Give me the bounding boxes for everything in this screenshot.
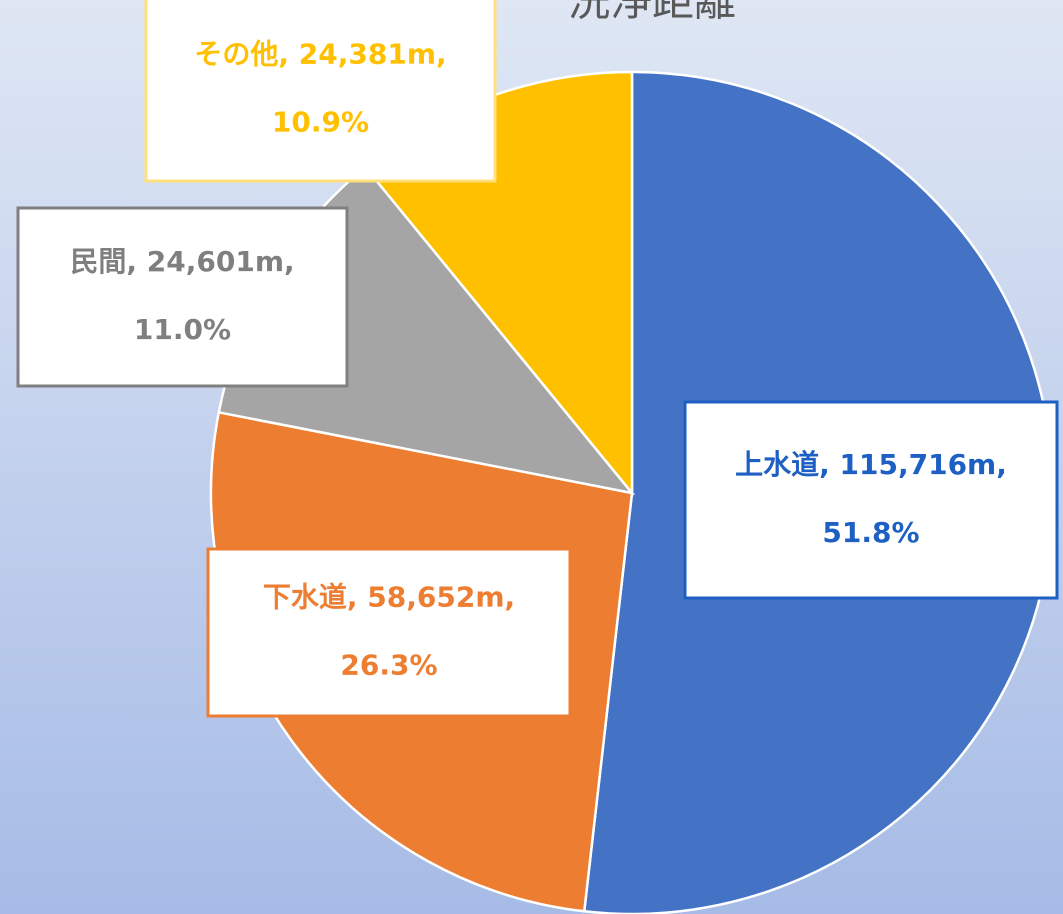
data-label: 民間, 24,601m, bbox=[70, 245, 294, 278]
data-label-part: 24,601m bbox=[147, 245, 284, 278]
data-label-part: , bbox=[284, 245, 295, 278]
data-label: 51.8% bbox=[822, 516, 919, 549]
data-label-box bbox=[144, 0, 497, 183]
data-label-part: 下水道 bbox=[263, 581, 347, 614]
data-label-part: 24,381m bbox=[299, 38, 436, 71]
data-label: 26.3% bbox=[340, 649, 437, 682]
data-label: 10.9% bbox=[272, 106, 369, 139]
chart-title: 洗浄距離 bbox=[568, 0, 736, 26]
data-label-part: その他 bbox=[194, 38, 278, 71]
data-label-part: 民間 bbox=[70, 245, 126, 278]
data-label-part: 58,652m bbox=[367, 581, 504, 614]
data-label: 下水道, 58,652m, bbox=[263, 581, 515, 614]
data-label-box bbox=[206, 547, 572, 718]
data-label-part: , bbox=[996, 448, 1007, 481]
data-label-part: , bbox=[347, 581, 367, 614]
data-label-box bbox=[683, 400, 1059, 600]
data-label-part: , bbox=[278, 38, 298, 71]
data-label-part: , bbox=[505, 581, 516, 614]
data-label-box bbox=[16, 206, 349, 388]
data-label: 上水道, 115,716m, bbox=[735, 448, 1007, 481]
data-label: その他, 24,381m, bbox=[194, 38, 446, 71]
data-label-part: , bbox=[819, 448, 839, 481]
data-label-part: 115,716m bbox=[840, 448, 997, 481]
data-label: 11.0% bbox=[134, 313, 231, 346]
data-label-part: 上水道 bbox=[735, 448, 819, 481]
data-label-part: , bbox=[436, 38, 447, 71]
data-label-part: , bbox=[126, 245, 146, 278]
